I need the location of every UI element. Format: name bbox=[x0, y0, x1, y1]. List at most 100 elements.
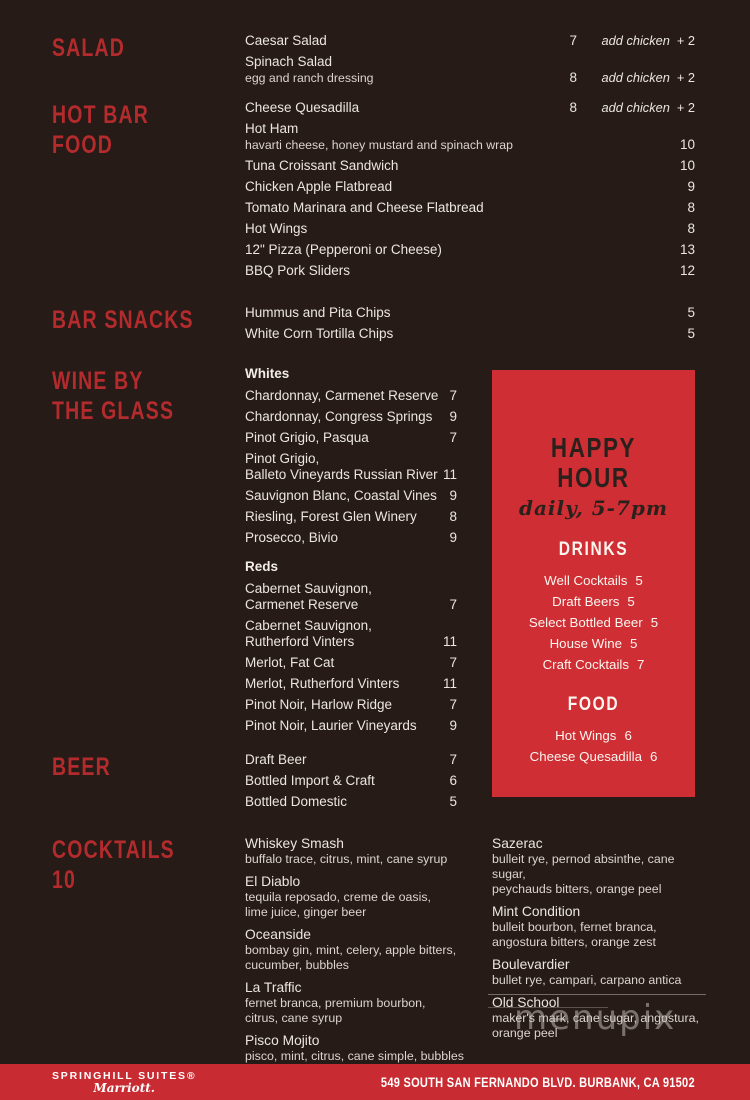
cocktail-item: Boulevardier bullet rye, campari, carpan… bbox=[492, 956, 710, 988]
cocktail-item: Pisco Mojito pisco, mint, citrus, cane s… bbox=[245, 1032, 483, 1064]
item-price: 9 bbox=[449, 718, 457, 733]
item-price: 13 bbox=[679, 242, 695, 257]
item-name: Hummus and Pita Chips bbox=[245, 305, 391, 320]
menu-item-row: 12" Pizza (Pepperoni or Cheese) 13 bbox=[245, 242, 695, 258]
item-price: 9 bbox=[449, 409, 457, 424]
item-price: 8 bbox=[449, 509, 457, 524]
addon-label: add chicken bbox=[601, 33, 670, 48]
hot-bar-items: Cheese Quesadilla 8 add chicken + 2 Hot … bbox=[245, 100, 695, 284]
menu-item-row: Hummus and Pita Chips 5 bbox=[245, 305, 695, 321]
white-wine-items: Chardonnay, Carmenet Reserve 7 Chardonna… bbox=[245, 388, 457, 546]
cocktail-name: La Traffic bbox=[245, 980, 302, 995]
item-name: Tomato Marinara and Cheese Flatbread bbox=[245, 200, 484, 215]
cocktail-name: Pisco Mojito bbox=[245, 1033, 320, 1048]
menu-item-row: White Corn Tortilla Chips 5 bbox=[245, 326, 695, 342]
item-price: 10 bbox=[679, 137, 695, 152]
salad-items: Caesar Salad 7 add chicken + 2 Spinach S… bbox=[245, 33, 695, 91]
item-price: 5 bbox=[635, 573, 643, 588]
cocktail-item: El Diablo tequila reposado, creme de oas… bbox=[245, 873, 483, 920]
item-price: 6 bbox=[449, 773, 457, 788]
cocktails-right-column: Sazerac bulleit rye, pernod absinthe, ca… bbox=[492, 835, 710, 1047]
cocktail-ingredients: bulleit bourbon, fernet branca, angostur… bbox=[492, 920, 657, 949]
section-title-salad: SALAD bbox=[52, 34, 126, 62]
item-name: Well Cocktails bbox=[544, 573, 628, 588]
item-description: havarti cheese, honey mustard and spinac… bbox=[245, 138, 513, 152]
addon-label: add chicken bbox=[601, 70, 670, 85]
item-price: 8 bbox=[569, 70, 577, 85]
menu-item-row: BBQ Pork Sliders 12 bbox=[245, 263, 695, 279]
happy-hour-drinks-heading: DRINKS bbox=[558, 539, 629, 560]
menu-item-row: Bottled Domestic 5 bbox=[245, 794, 457, 810]
item-name: Prosecco, Bivio bbox=[245, 530, 339, 545]
menu-item-row: Riesling, Forest Glen Winery 8 bbox=[245, 509, 457, 525]
menu-item-row: Pinot Noir, Laurier Vineyards 9 bbox=[245, 718, 457, 734]
item-name: Merlot, Fat Cat bbox=[245, 655, 335, 670]
wine-group-label: Whites bbox=[245, 366, 290, 381]
cocktail-name: Mint Condition bbox=[492, 904, 581, 919]
item-price: 12 bbox=[679, 263, 695, 278]
menu-item-row: Tomato Marinara and Cheese Flatbread 8 bbox=[245, 200, 695, 216]
menu-item-row: Prosecco, Bivio 9 bbox=[245, 530, 457, 546]
item-name: House Wine bbox=[549, 636, 623, 651]
menu-item-row: Cheese Quesadilla 8 add chicken + 2 bbox=[245, 100, 695, 116]
menu-item-row: Pinot Grigio, Pasqua 7 bbox=[245, 430, 457, 446]
happy-hour-drinks-list: Well Cocktails 5 Draft Beers 5 Select Bo… bbox=[492, 570, 695, 675]
menu-item-row: Spinach Salad egg and ranch dressing 8 a… bbox=[245, 54, 695, 86]
item-addon-note: add chicken + 2 bbox=[589, 100, 695, 116]
section-title-beer: BEER bbox=[52, 753, 111, 781]
happy-hour-item: Draft Beers 5 bbox=[492, 591, 695, 612]
cocktail-ingredients: bulleit rye, pernod absinthe, cane sugar… bbox=[492, 852, 675, 896]
item-price: 5 bbox=[449, 794, 457, 809]
wine-group-label: Reds bbox=[245, 559, 279, 574]
happy-hour-food-heading: FOOD bbox=[567, 694, 620, 715]
item-price: 8 bbox=[687, 200, 695, 215]
happy-hour-item: Hot Wings 6 bbox=[492, 725, 695, 746]
happy-hour-subtitle: daily, 5-7pm bbox=[518, 496, 669, 520]
item-price: 7 bbox=[449, 697, 457, 712]
item-name: Bottled Domestic bbox=[245, 794, 348, 809]
item-price: 7 bbox=[569, 33, 577, 48]
item-price: 11 bbox=[442, 676, 457, 691]
happy-hour-item: Select Bottled Beer 5 bbox=[492, 612, 695, 633]
happy-hour-item: Cheese Quesadilla 6 bbox=[492, 746, 695, 767]
cocktail-name: Sazerac bbox=[492, 836, 543, 851]
item-price: 11 bbox=[442, 634, 457, 649]
menu-item-row: Caesar Salad 7 add chicken + 2 bbox=[245, 33, 695, 49]
item-name: Merlot, Rutherford Vinters bbox=[245, 676, 400, 691]
item-name: Cheese Quesadilla bbox=[529, 749, 642, 764]
menu-item-row: Hot Wings 8 bbox=[245, 221, 695, 237]
menu-item-row: Pinot Grigio, Balleto Vineyards Russian … bbox=[245, 451, 457, 483]
item-name: Draft Beers bbox=[552, 594, 620, 609]
happy-hour-panel: HAPPY HOUR daily, 5-7pm DRINKS Well Cock… bbox=[492, 370, 695, 797]
item-price: 6 bbox=[649, 749, 658, 764]
cocktail-name: Boulevardier bbox=[492, 957, 570, 972]
menu-item-row: Hot Ham havarti cheese, honey mustard an… bbox=[245, 121, 695, 153]
item-price: 6 bbox=[624, 728, 632, 743]
cocktail-name: Whiskey Smash bbox=[245, 836, 344, 851]
cocktail-ingredients: pisco, mint, citrus, cane simple, bubble… bbox=[245, 1049, 464, 1063]
item-name: Hot Wings bbox=[245, 221, 308, 236]
menu-item-row: Chardonnay, Carmenet Reserve 7 bbox=[245, 388, 457, 404]
addon-price: + 2 bbox=[676, 100, 695, 115]
item-name: Riesling, Forest Glen Winery bbox=[245, 509, 417, 524]
section-title-wine: WINE BY THE GLASS bbox=[52, 367, 175, 425]
hotel-address: 549 SOUTH SAN FERNANDO BLVD. BURBANK, CA… bbox=[381, 1074, 695, 1090]
item-addon-note: add chicken + 2 bbox=[589, 33, 695, 49]
section-title-hot-bar-food: HOT BAR FOOD bbox=[52, 101, 150, 159]
item-name: Cabernet Sauvignon, Carmenet Reserve bbox=[245, 581, 372, 612]
item-price: 7 bbox=[449, 597, 457, 612]
cocktail-ingredients: fernet branca, premium bourbon, citrus, … bbox=[245, 996, 426, 1025]
item-name: 12" Pizza (Pepperoni or Cheese) bbox=[245, 242, 442, 257]
item-price: 5 bbox=[687, 326, 695, 341]
section-title-bar-snacks: BAR SNACKS bbox=[52, 306, 194, 334]
item-price: 5 bbox=[627, 594, 635, 609]
watermark-line bbox=[488, 1007, 608, 1008]
item-name: Pinot Grigio, Pasqua bbox=[245, 430, 369, 445]
cocktail-name: Old School bbox=[492, 995, 560, 1010]
menu-item-row: Chardonnay, Congress Springs 9 bbox=[245, 409, 457, 425]
addon-price: + 2 bbox=[676, 33, 695, 48]
addon-price: + 2 bbox=[676, 70, 695, 85]
item-name: Draft Beer bbox=[245, 752, 307, 767]
item-name: Pinot Grigio, Balleto Vineyards Russian … bbox=[245, 451, 438, 482]
